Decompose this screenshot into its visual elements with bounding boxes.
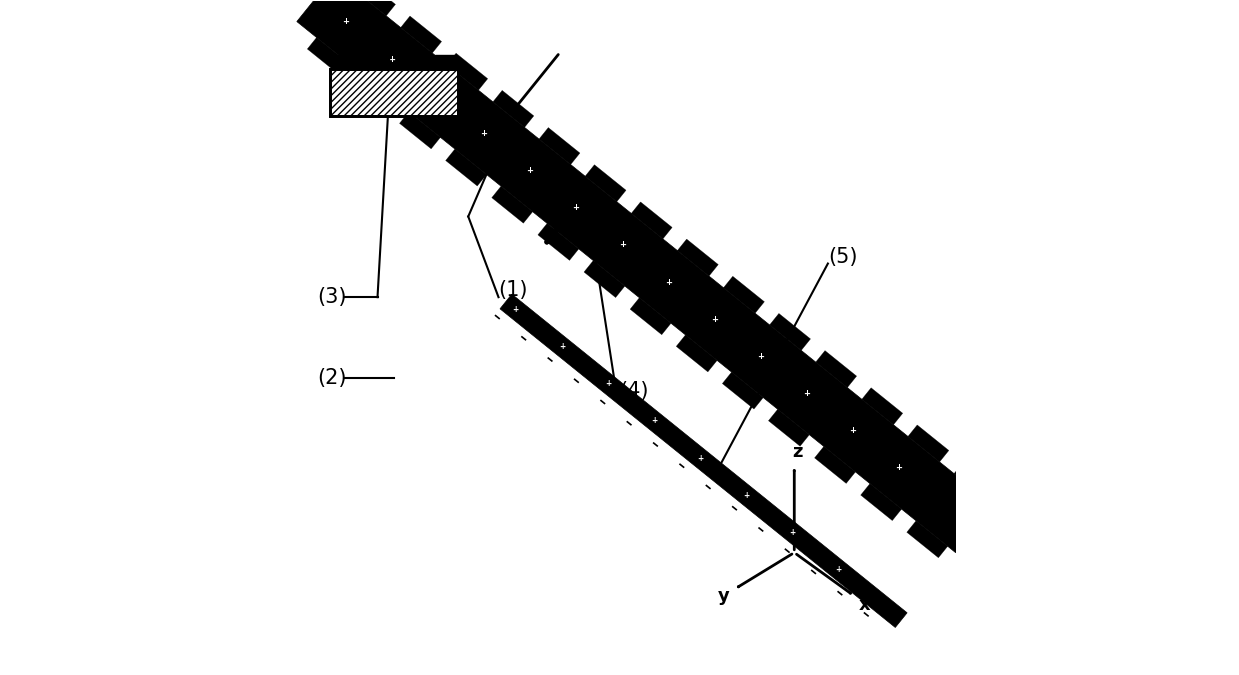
Polygon shape	[584, 261, 624, 298]
Polygon shape	[722, 372, 763, 409]
Bar	[401, 55, 422, 69]
Polygon shape	[447, 53, 488, 90]
Polygon shape	[353, 75, 394, 111]
Polygon shape	[861, 483, 902, 520]
Polygon shape	[862, 387, 903, 425]
Polygon shape	[954, 462, 995, 499]
Bar	[331, 69, 458, 115]
Polygon shape	[815, 350, 856, 387]
Text: +: +	[803, 389, 810, 398]
Text: +: +	[527, 166, 534, 175]
Text: (2): (2)	[317, 368, 347, 388]
Text: +: +	[849, 427, 856, 435]
Bar	[337, 55, 358, 69]
Text: +: +	[743, 491, 750, 500]
Polygon shape	[768, 409, 809, 446]
Polygon shape	[354, 0, 395, 16]
Bar	[435, 55, 456, 69]
Text: (5): (5)	[828, 247, 857, 267]
Text: +: +	[388, 55, 395, 63]
Text: +: +	[481, 129, 487, 138]
Polygon shape	[297, 0, 994, 553]
Text: (3): (3)	[317, 287, 347, 307]
Polygon shape	[492, 186, 533, 223]
Text: +: +	[896, 464, 902, 472]
Polygon shape	[446, 149, 487, 186]
Text: +: +	[698, 454, 704, 462]
Text: (4): (4)	[620, 381, 649, 401]
Polygon shape	[814, 446, 855, 483]
Polygon shape	[501, 294, 907, 628]
Polygon shape	[585, 165, 626, 202]
Polygon shape	[400, 16, 441, 53]
Text: +: +	[757, 352, 764, 361]
Text: +: +	[605, 379, 611, 388]
Polygon shape	[631, 298, 672, 335]
Bar	[368, 55, 389, 69]
Polygon shape	[493, 90, 534, 128]
Text: +: +	[665, 277, 672, 287]
Text: +: +	[711, 315, 717, 324]
Polygon shape	[539, 128, 580, 165]
Polygon shape	[538, 223, 579, 261]
Polygon shape	[307, 38, 348, 74]
Text: z: z	[793, 443, 803, 461]
Text: x: x	[859, 596, 871, 614]
Text: y: y	[717, 587, 730, 605]
Polygon shape	[399, 112, 440, 149]
Polygon shape	[676, 335, 717, 372]
Polygon shape	[907, 520, 948, 558]
Bar	[331, 69, 458, 115]
Text: +: +	[342, 18, 349, 26]
Polygon shape	[769, 313, 810, 350]
Text: +: +	[434, 92, 441, 101]
Text: +: +	[572, 203, 580, 212]
Text: (1): (1)	[498, 280, 528, 300]
Polygon shape	[908, 425, 949, 462]
Text: +: +	[789, 528, 795, 537]
Bar	[331, 69, 458, 115]
Text: +: +	[618, 240, 626, 250]
Text: +: +	[835, 565, 841, 574]
Text: +: +	[559, 342, 565, 351]
Polygon shape	[678, 239, 719, 276]
Text: +: +	[513, 305, 519, 314]
Text: +: +	[650, 416, 657, 425]
Polygon shape	[724, 276, 764, 313]
Polygon shape	[631, 202, 672, 239]
